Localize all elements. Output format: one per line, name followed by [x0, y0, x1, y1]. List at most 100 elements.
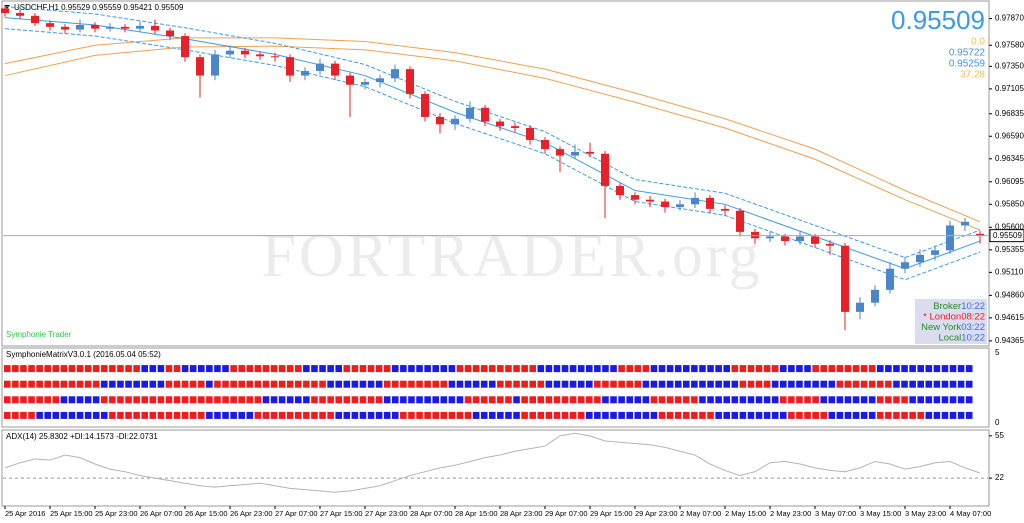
candle-body [556, 149, 564, 156]
x-tick-label: 28 Apr 07:00 [410, 509, 453, 518]
matrix-cell [84, 411, 92, 419]
clock-box [915, 299, 987, 344]
matrix-cell [626, 380, 633, 388]
matrix-cell [125, 380, 132, 388]
matrix-cell [28, 365, 35, 373]
matrix-cell [262, 396, 270, 404]
matrix-cell [804, 396, 811, 404]
matrix-cell [529, 380, 536, 388]
matrix-run [925, 411, 973, 419]
candle-body [61, 26, 69, 30]
matrix-run [230, 365, 302, 373]
matrix-cell [537, 380, 545, 388]
matrix-cell [521, 396, 528, 404]
matrix-cell [133, 365, 140, 373]
y-tick-label: 0.97580 [995, 40, 1024, 49]
candle-body [46, 23, 54, 27]
matrix-cell [529, 365, 536, 373]
candle-body [946, 225, 954, 251]
adx-line [4, 432, 981, 493]
matrix-cell [101, 396, 108, 404]
matrix-cell [480, 396, 488, 404]
candle-body [526, 127, 534, 140]
matrix-cell [836, 365, 844, 373]
matrix-cell [262, 380, 270, 388]
x-tick-label: 26 Apr 07:00 [140, 509, 183, 518]
matrix-cell [206, 365, 213, 373]
matrix-cell [4, 365, 11, 373]
matrix-cell [383, 365, 391, 373]
matrix-cell [84, 396, 92, 404]
matrix-cell [367, 411, 375, 419]
matrix-cell [860, 396, 868, 404]
matrix-cell [650, 380, 658, 388]
matrix-cell [440, 396, 448, 404]
matrix-cell [545, 396, 553, 404]
candle-body [811, 236, 819, 244]
matrix-cell [117, 411, 124, 419]
matrix-cell [610, 365, 617, 373]
matrix-cell [553, 365, 561, 373]
candle-body [256, 54, 264, 57]
matrix-cell [44, 380, 51, 388]
matrix-cell [763, 396, 771, 404]
candle-body [796, 236, 804, 242]
candle-body [841, 245, 849, 312]
matrix-cell [327, 380, 334, 388]
x-tick-label: 2 May 07:00 [680, 509, 721, 518]
matrix-cell [893, 365, 900, 373]
matrix-cell [189, 411, 197, 419]
matrix-cell [844, 411, 852, 419]
matrix-cell [683, 365, 690, 373]
y-tick-label: 0 [995, 418, 1000, 427]
matrix-cell [626, 365, 633, 373]
candle-body [181, 36, 189, 58]
matrix-cell [464, 396, 472, 404]
matrix-cell [109, 411, 116, 419]
matrix-cell [755, 396, 763, 404]
matrix-cell [327, 411, 334, 419]
matrix-cell [141, 396, 148, 404]
candle-body [436, 116, 444, 125]
matrix-cell [92, 411, 100, 419]
matrix-cell [101, 365, 108, 373]
candle-body [871, 289, 879, 303]
matrix-cell [812, 365, 819, 373]
matrix-cell [343, 365, 351, 373]
matrix-cell [472, 411, 480, 419]
candle-body [166, 30, 174, 37]
matrix-cell [448, 380, 456, 388]
matrix-cell [157, 396, 165, 404]
matrix-cell [335, 411, 342, 419]
matrix-run [586, 411, 658, 419]
matrix-cell [788, 365, 795, 373]
matrix-cell [359, 396, 367, 404]
matrix-cell [254, 380, 262, 388]
matrix-cell [76, 380, 84, 388]
matrix-run [206, 380, 213, 388]
matrix-cell [165, 365, 173, 373]
last-price-label: 0.95509 [993, 231, 1022, 240]
matrix-cell [877, 396, 884, 404]
matrix-cell [796, 396, 803, 404]
x-tick-label: 26 Apr 15:00 [185, 509, 228, 518]
matrix-cell [917, 396, 924, 404]
candle-body [271, 56, 279, 58]
matrix-cell [731, 365, 739, 373]
matrix-cell [804, 411, 811, 419]
y-tick-label: 0.95600 [995, 222, 1024, 231]
matrix-cell [149, 411, 157, 419]
matrix-cell [351, 380, 359, 388]
info-line: 0.0 [971, 37, 985, 48]
matrix-cell [392, 380, 399, 388]
matrix-cell [392, 365, 399, 373]
y-tick-label: 0.97350 [995, 61, 1024, 70]
matrix-cell [295, 380, 302, 388]
matrix-cell [674, 380, 682, 388]
matrix-cell [925, 411, 933, 419]
matrix-cell [278, 411, 286, 419]
matrix-cell [577, 365, 585, 373]
matrix-run [731, 365, 779, 373]
main-panel [1, 0, 990, 347]
matrix-run [181, 365, 229, 373]
